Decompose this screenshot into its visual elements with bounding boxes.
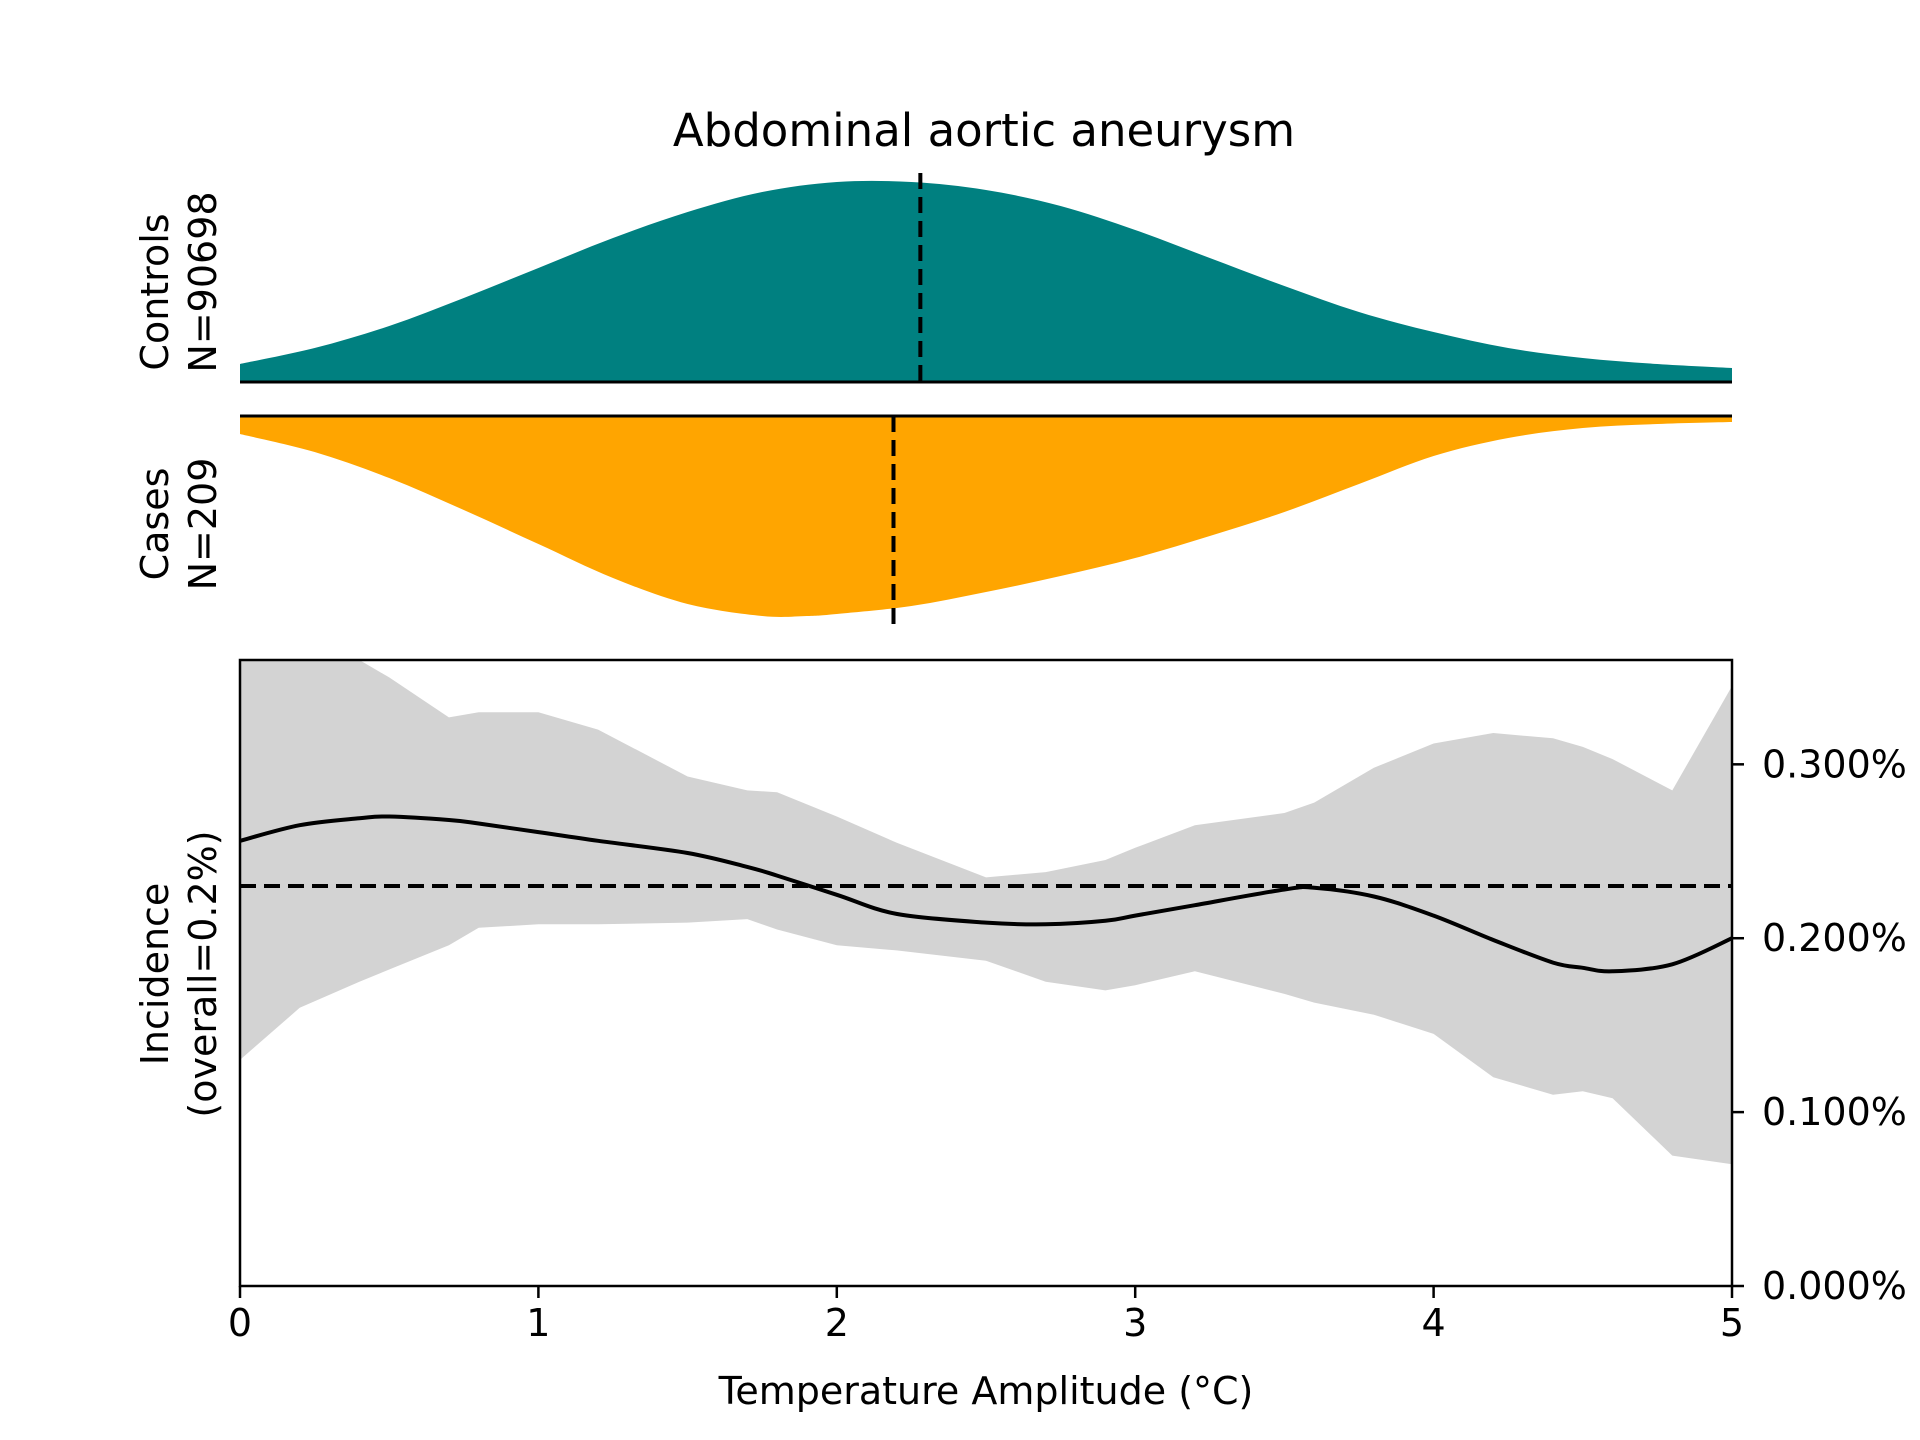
controls-distribution-panel: Controls N=90698 (133, 173, 1732, 384)
incidence-line (240, 814, 1732, 974)
cases-distribution-panel: Cases N=209 (133, 414, 1732, 626)
y-axis-ticks: 0.000% 0.100% 0.200% 0.300% (1732, 742, 1907, 1308)
y-tick-label: 0.000% (1762, 1264, 1907, 1308)
controls-label: Controls (133, 213, 177, 370)
cases-density-area (240, 416, 1732, 617)
incidence-axis-label: Incidence (133, 883, 177, 1066)
cases-label: Cases (133, 468, 177, 581)
x-tick-label: 1 (526, 1301, 550, 1345)
x-tick-label: 3 (1123, 1301, 1147, 1345)
incidence-panel: 0.000% 0.100% 0.200% 0.300% 0 1 2 3 4 5 Incidenc… (133, 658, 1907, 1413)
y-tick-label: 0.100% (1762, 1090, 1907, 1134)
y-tick-label: 0.300% (1762, 742, 1907, 786)
incidence-plot-frame (238, 658, 1734, 1288)
controls-density-area (240, 180, 1732, 382)
x-tick-label: 5 (1720, 1301, 1744, 1345)
x-axis-label: Temperature Amplitude (°C) (718, 1369, 1254, 1413)
cases-count-label: N=209 (181, 458, 225, 591)
x-axis-ticks: 0 1 2 3 4 5 (228, 1286, 1744, 1345)
x-tick-label: 2 (825, 1301, 849, 1345)
incidence-overall-label: (overall=0.2%) (181, 830, 225, 1117)
controls-count-label: N=90698 (181, 191, 225, 372)
x-tick-label: 4 (1422, 1301, 1446, 1345)
confidence-band (240, 660, 1732, 1165)
x-tick-label: 0 (228, 1301, 252, 1345)
y-tick-label: 0.200% (1762, 916, 1907, 960)
chart-title: Abdominal aortic aneurysm (673, 104, 1295, 157)
